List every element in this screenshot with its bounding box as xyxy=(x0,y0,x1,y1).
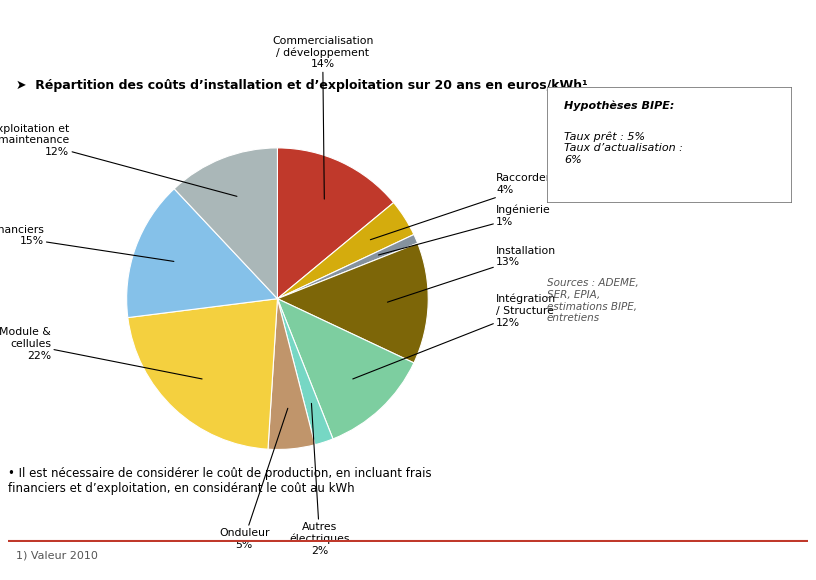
Wedge shape xyxy=(277,299,414,439)
Text: Intégration
/ Structure
12%: Intégration / Structure 12% xyxy=(353,294,557,379)
Wedge shape xyxy=(174,148,277,299)
Wedge shape xyxy=(268,299,315,450)
Wedge shape xyxy=(128,299,277,449)
Text: Exploitation et
maintenance
12%: Exploitation et maintenance 12% xyxy=(0,124,237,197)
Text: Onduleur
5%: Onduleur 5% xyxy=(219,408,288,549)
Wedge shape xyxy=(126,188,277,318)
Wedge shape xyxy=(277,148,393,299)
Text: Autres
électriques
2%: Autres électriques 2% xyxy=(290,404,350,556)
Wedge shape xyxy=(277,234,418,299)
Text: Module &
cellules
22%: Module & cellules 22% xyxy=(0,327,202,379)
Text: • Il est nécessaire de considérer le coût de production, en incluant frais
finan: • Il est nécessaire de considérer le coû… xyxy=(8,467,432,495)
Text: DECOMPOSITION DU COÜT DE PRODUCTION D’UN kWh PHOTOVOLTAÏQUE: DECOMPOSITION DU COÜT DE PRODUCTION D’UN… xyxy=(20,28,624,45)
Text: 1) Valeur 2010: 1) Valeur 2010 xyxy=(16,550,98,560)
FancyBboxPatch shape xyxy=(547,87,792,203)
Wedge shape xyxy=(277,202,414,299)
Text: Installation
13%: Installation 13% xyxy=(388,246,557,302)
Text: Taux prêt : 5%
Taux d’actualisation :
6%: Taux prêt : 5% Taux d’actualisation : 6% xyxy=(564,131,683,165)
Text: Frais financiers
15%: Frais financiers 15% xyxy=(0,224,174,262)
Text: Hypothèses BIPE:: Hypothèses BIPE: xyxy=(564,101,674,111)
Text: ➤  Répartition des coûts d’installation et d’exploitation sur 20 ans en euros/kW: ➤ Répartition des coûts d’installation e… xyxy=(16,79,588,92)
Text: Sources : ADEME,
SER, EPIA,
estimations BIPE,
entretiens: Sources : ADEME, SER, EPIA, estimations … xyxy=(547,278,638,323)
Text: Commercialisation
/ développement
14%: Commercialisation / développement 14% xyxy=(272,36,374,199)
Wedge shape xyxy=(277,299,333,445)
Text: Ingénierie
1%: Ingénierie 1% xyxy=(379,205,551,255)
Text: Raccordement
4%: Raccordement 4% xyxy=(370,173,575,240)
Wedge shape xyxy=(277,243,428,363)
